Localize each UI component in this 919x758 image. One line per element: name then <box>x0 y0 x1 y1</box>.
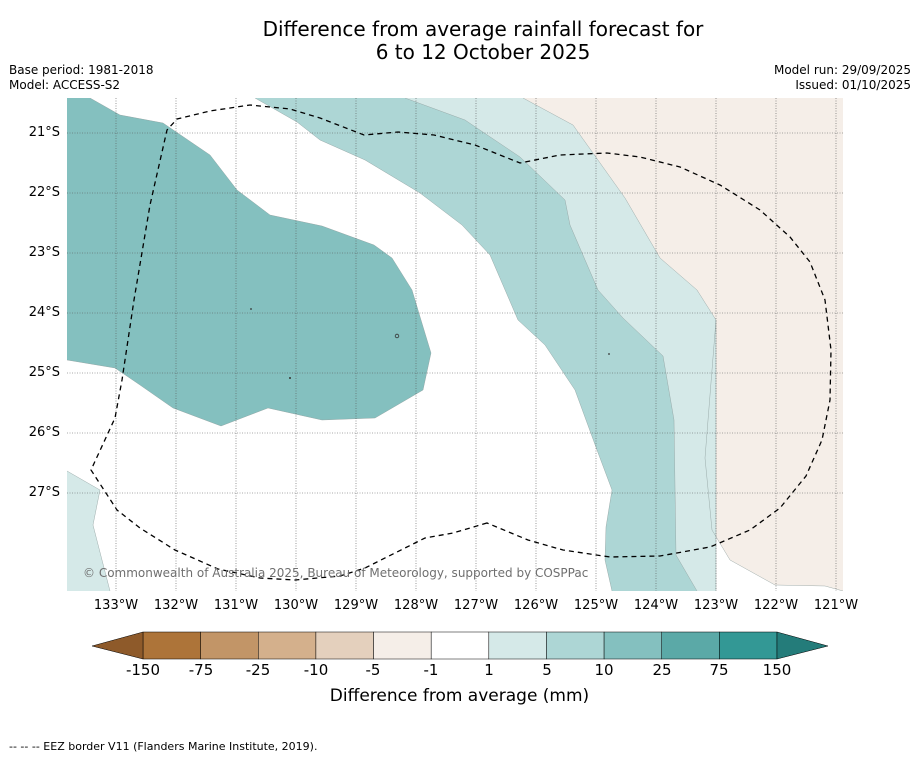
lon-label: 132°W <box>153 598 199 613</box>
lat-label: 27°S <box>28 485 60 500</box>
title-line-1: Difference from average rainfall forecas… <box>262 17 704 41</box>
issued-date: Issued: 01/10/2025 <box>795 78 911 92</box>
colorbar-tick: -10 <box>303 661 329 679</box>
colorbar-swatch <box>315 631 374 660</box>
colorbar-swatch <box>546 631 605 660</box>
colorbar-tick: 1 <box>484 661 494 679</box>
lon-label: 124°W <box>633 598 679 613</box>
colorbar-arrow-high <box>776 631 829 660</box>
colorbar-swatch <box>603 631 662 660</box>
lat-label: 21°S <box>28 125 60 140</box>
colorbar-tick: -75 <box>188 661 214 679</box>
colorbar-tick: 10 <box>594 661 614 679</box>
colorbar-tick: -25 <box>245 661 271 679</box>
meta-right: Model run: 29/09/2025 Issued: 01/10/2025 <box>774 63 911 93</box>
lon-label: 133°W <box>93 598 139 613</box>
lon-label: 123°W <box>693 598 739 613</box>
lon-label: 127°W <box>453 598 499 613</box>
lon-label: 122°W <box>753 598 799 613</box>
lat-label: 26°S <box>28 425 60 440</box>
model-name: Model: ACCESS-S2 <box>9 78 121 92</box>
model-run: Model run: 29/09/2025 <box>773 63 911 77</box>
colorbar-swatch <box>258 631 317 660</box>
colorbar-swatch <box>488 631 547 660</box>
lon-label: 121°W <box>813 598 859 613</box>
zone-wet-10 <box>67 98 431 426</box>
lon-label: 126°W <box>513 598 559 613</box>
colorbar-tick: 5 <box>542 661 552 679</box>
colorbar-swatch <box>430 631 490 660</box>
title-line-2: 6 to 12 October 2025 <box>375 40 591 64</box>
zone-dry-minus1 <box>523 98 843 591</box>
lon-label: 125°W <box>573 598 619 613</box>
lon-label: 129°W <box>333 598 379 613</box>
zone-wet-5 <box>67 98 697 591</box>
gridlines <box>67 98 843 591</box>
colorbar-tick: -1 <box>423 661 439 679</box>
map-title: Difference from average rainfall forecas… <box>0 18 919 64</box>
colorbar-swatch <box>373 631 432 660</box>
meta-left: Base period: 1981-2018 Model: ACCESS-S2 <box>9 63 154 93</box>
lat-label: 24°S <box>28 305 60 320</box>
colorbar-tick: -5 <box>365 661 381 679</box>
colorbar-label: Difference from average (mm) <box>329 686 590 706</box>
eez-footer-note: -- -- -- EEZ border V11 (Flanders Marine… <box>9 740 318 753</box>
lat-label: 23°S <box>28 245 60 260</box>
colorbar-swatches <box>142 631 778 660</box>
base-period: Base period: 1981-2018 <box>9 63 154 77</box>
zone-wet-low-left <box>67 471 110 591</box>
lon-label: 131°W <box>213 598 259 613</box>
lat-label: 22°S <box>28 185 60 200</box>
colorbar-tick: 150 <box>762 661 792 679</box>
colorbar-swatch <box>200 631 259 660</box>
islands <box>250 308 610 379</box>
rainfall-map <box>67 98 843 591</box>
lon-label: 130°W <box>273 598 319 613</box>
eez-border <box>90 104 832 581</box>
colorbar-swatch <box>142 631 201 660</box>
lon-label: 128°W <box>393 598 439 613</box>
colorbar <box>91 631 829 660</box>
colorbar-tick: 25 <box>652 661 672 679</box>
colorbar-swatch <box>719 631 778 660</box>
colorbar-swatch <box>661 631 720 660</box>
colorbar-arrow-low <box>91 631 144 660</box>
colorbar-tick: -150 <box>125 661 161 679</box>
lat-label: 25°S <box>28 365 60 380</box>
colorbar-tick: 75 <box>709 661 729 679</box>
copyright-note: © Commonwealth of Australia 2025, Bureau… <box>83 566 589 580</box>
